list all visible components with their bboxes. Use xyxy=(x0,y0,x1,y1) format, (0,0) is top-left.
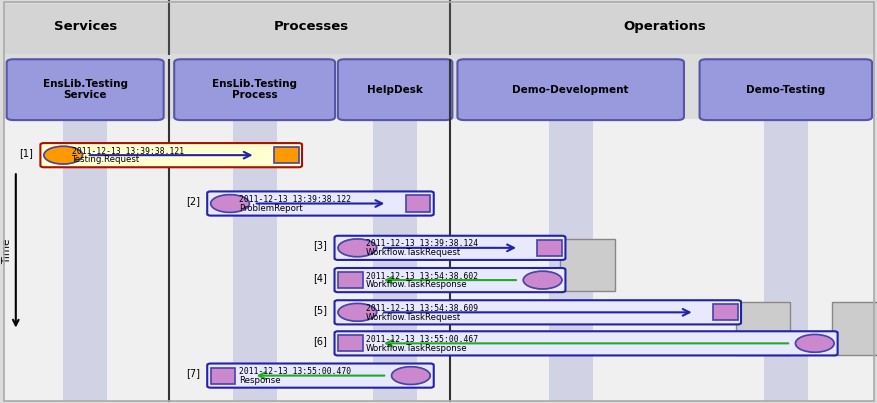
Text: Operations: Operations xyxy=(623,20,706,33)
Text: 2011-12-13 13:55:00.467: 2011-12-13 13:55:00.467 xyxy=(366,335,478,344)
Text: Time: Time xyxy=(2,238,12,264)
Text: Demo-Testing: Demo-Testing xyxy=(745,85,824,95)
FancyBboxPatch shape xyxy=(40,143,302,167)
Text: Workflow.TaskRequest: Workflow.TaskRequest xyxy=(366,248,460,257)
Text: 2011-12-13 13:54:38.602: 2011-12-13 13:54:38.602 xyxy=(366,272,478,280)
Text: [5]: [5] xyxy=(313,305,327,315)
Bar xyxy=(537,240,561,256)
Text: 2011-12-13 13:39:38.121: 2011-12-13 13:39:38.121 xyxy=(72,147,184,156)
Circle shape xyxy=(795,334,833,352)
Text: Services: Services xyxy=(53,20,118,33)
FancyBboxPatch shape xyxy=(334,268,565,292)
Text: Workflow.TaskResponse: Workflow.TaskResponse xyxy=(366,280,467,289)
FancyBboxPatch shape xyxy=(207,191,433,216)
Text: Response: Response xyxy=(239,376,280,385)
Bar xyxy=(4,119,873,401)
Text: HelpDesk: HelpDesk xyxy=(367,85,423,95)
Text: Demo-Development: Demo-Development xyxy=(512,85,628,95)
Text: [7]: [7] xyxy=(186,368,200,378)
Text: EnsLib.Testing
Service: EnsLib.Testing Service xyxy=(43,79,127,100)
Text: [3]: [3] xyxy=(313,241,327,250)
Text: [4]: [4] xyxy=(313,273,327,283)
Circle shape xyxy=(338,303,376,321)
Text: Workflow.TaskRequest: Workflow.TaskRequest xyxy=(366,313,460,322)
Text: [2]: [2] xyxy=(186,196,200,206)
FancyBboxPatch shape xyxy=(7,59,163,120)
Text: 2011-12-13 13:54:38.609: 2011-12-13 13:54:38.609 xyxy=(366,304,478,313)
Text: [6]: [6] xyxy=(313,336,327,346)
Bar xyxy=(405,195,430,212)
Bar xyxy=(763,119,807,401)
Bar xyxy=(712,304,737,320)
Bar xyxy=(338,335,362,351)
Text: EnsLib.Testing
Process: EnsLib.Testing Process xyxy=(212,79,296,100)
Bar xyxy=(831,302,877,355)
FancyBboxPatch shape xyxy=(207,364,433,388)
Text: Testing.Request: Testing.Request xyxy=(72,156,140,164)
Bar xyxy=(274,147,298,163)
Text: ProblemReport: ProblemReport xyxy=(239,204,303,213)
Text: Workflow.TaskResponse: Workflow.TaskResponse xyxy=(366,344,467,353)
Bar xyxy=(4,4,873,54)
FancyBboxPatch shape xyxy=(699,59,871,120)
Bar xyxy=(548,119,592,401)
Text: 2011-12-13 13:55:00.470: 2011-12-13 13:55:00.470 xyxy=(239,367,351,376)
Circle shape xyxy=(44,146,82,164)
FancyBboxPatch shape xyxy=(457,59,683,120)
Bar xyxy=(63,119,107,401)
FancyBboxPatch shape xyxy=(338,59,452,120)
Circle shape xyxy=(391,367,430,384)
Bar xyxy=(338,272,362,288)
Bar xyxy=(232,119,276,401)
Bar xyxy=(735,302,789,355)
Circle shape xyxy=(523,271,561,289)
FancyBboxPatch shape xyxy=(174,59,335,120)
Bar xyxy=(560,239,614,291)
Text: Processes: Processes xyxy=(274,20,349,33)
FancyBboxPatch shape xyxy=(334,331,837,355)
Circle shape xyxy=(210,195,249,212)
Bar xyxy=(210,368,235,384)
Bar xyxy=(373,119,417,401)
Text: [1]: [1] xyxy=(19,148,33,158)
Text: 2011-12-13 13:39:38.124: 2011-12-13 13:39:38.124 xyxy=(366,239,478,248)
Circle shape xyxy=(338,239,376,257)
FancyBboxPatch shape xyxy=(334,236,565,260)
Text: 2011-12-13 13:39:38.122: 2011-12-13 13:39:38.122 xyxy=(239,195,351,204)
FancyBboxPatch shape xyxy=(334,300,740,324)
